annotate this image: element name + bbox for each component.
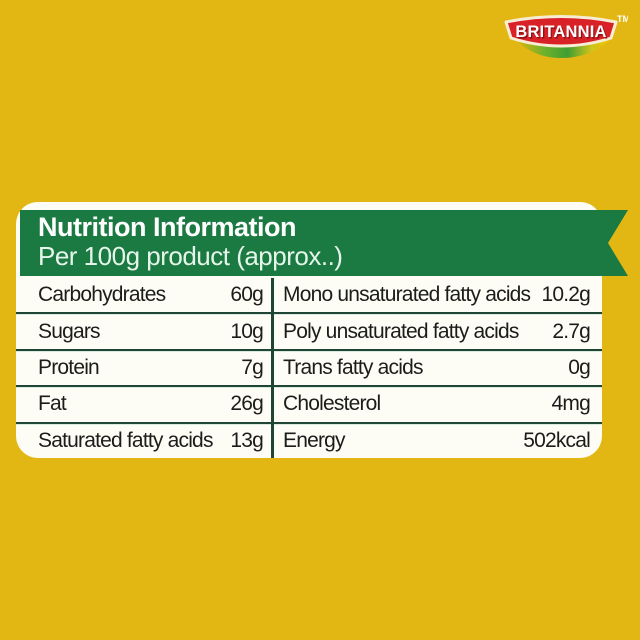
nutrient-label: Trans fatty acids: [283, 356, 423, 380]
nutrient-value: 13g: [230, 428, 263, 452]
table-row: Poly unsaturated fatty acids 2.7g: [274, 314, 602, 351]
table-row: Energy 502kcal: [274, 424, 602, 458]
nutrient-label: Poly unsaturated fatty acids: [283, 319, 519, 343]
nutrient-label: Saturated fatty acids: [38, 428, 213, 452]
nutrition-table: Carbohydrates 60g Sugars 10g Protein 7g …: [16, 278, 602, 458]
logo-brand-shadow: BRITANNIA: [517, 24, 608, 42]
britannia-logo: BRITANNIA BRITANNIA TM: [498, 6, 630, 62]
nutrient-label: Protein: [38, 356, 100, 380]
nutrient-label: Carbohydrates: [38, 283, 166, 307]
logo-badge: [504, 15, 618, 48]
nutrient-value: 0g: [568, 356, 591, 380]
nutrient-label: Cholesterol: [283, 392, 381, 416]
nutrition-table-right-column: Mono unsaturated fatty acids 10.2g Poly …: [271, 278, 602, 458]
table-row: Trans fatty acids 0g: [274, 351, 602, 388]
nutrient-label: Mono unsaturated fatty acids: [283, 283, 531, 307]
nutrient-label: Fat: [38, 392, 67, 416]
table-row: Mono unsaturated fatty acids 10.2g: [274, 278, 602, 315]
nutrient-label: Energy: [283, 428, 346, 452]
logo-brand-text: BRITANNIA: [515, 23, 606, 41]
nutrient-value: 4mg: [551, 392, 591, 416]
logo-swoosh: [516, 40, 610, 58]
nutrient-value: 10g: [230, 319, 263, 343]
table-row: Saturated fatty acids 13g: [16, 424, 271, 458]
nutrient-value: 7g: [241, 356, 264, 380]
nutrient-value: 26g: [230, 392, 263, 416]
nutrient-value: 10.2g: [541, 283, 590, 307]
table-row: Cholesterol 4mg: [274, 387, 602, 424]
table-row: Sugars 10g: [16, 314, 271, 351]
table-row: Protein 7g: [16, 351, 271, 388]
banner-subtitle: Per 100g product (approx..): [38, 241, 343, 271]
nutrient-value: 60g: [230, 283, 263, 307]
nutrition-banner-ribbon: Nutrition Information Per 100g product (…: [20, 210, 628, 276]
banner-title: Nutrition Information: [38, 212, 296, 242]
trademark-symbol: TM: [617, 14, 628, 24]
table-row: Fat 26g: [16, 387, 271, 424]
table-row: Carbohydrates 60g: [16, 278, 271, 315]
nutrient-label: Sugars: [38, 319, 101, 343]
nutrition-table-left-column: Carbohydrates 60g Sugars 10g Protein 7g …: [16, 278, 271, 458]
nutrient-value: 502kcal: [523, 428, 591, 452]
britannia-logo-graphic: BRITANNIA BRITANNIA TM: [504, 14, 630, 58]
nutrient-value: 2.7g: [552, 319, 590, 343]
